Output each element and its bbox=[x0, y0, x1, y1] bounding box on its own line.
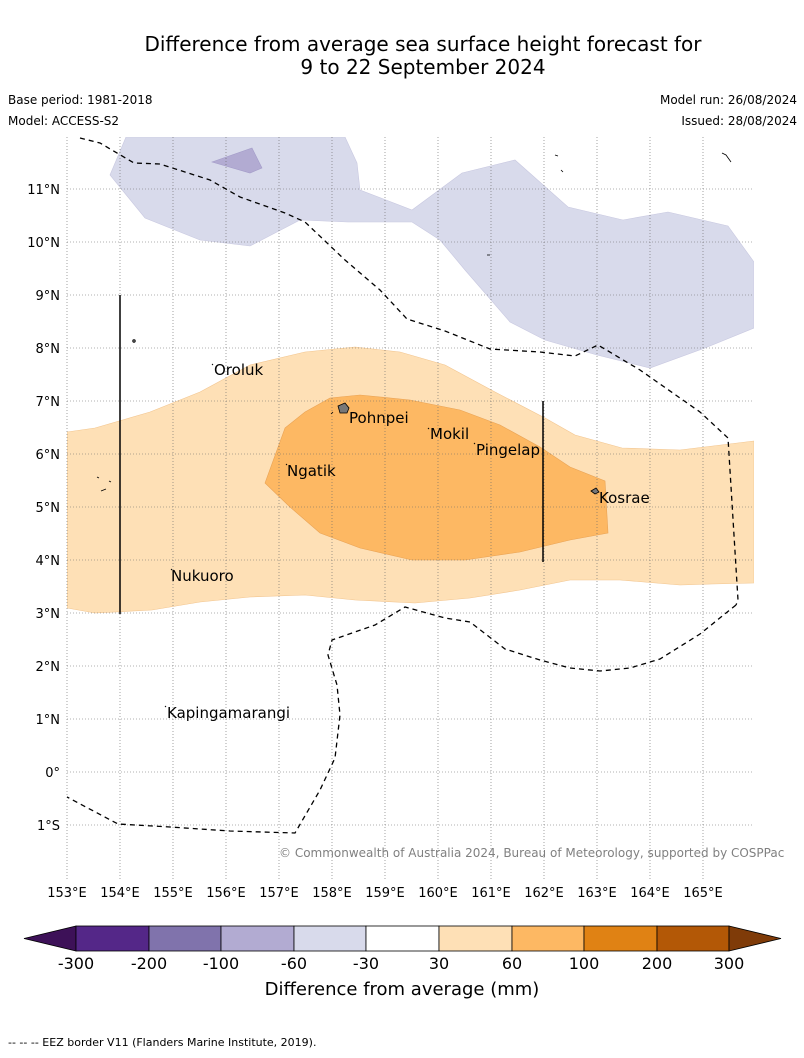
base-period-text: Base period: 1981-2018 bbox=[8, 93, 153, 107]
colorbar-segment bbox=[511, 925, 585, 952]
colorbar-extend-min bbox=[23, 925, 77, 952]
lon-tick-label: 158°E bbox=[312, 886, 352, 901]
model-run-text: Model run: 26/08/2024 bbox=[659, 93, 797, 107]
copyright-credit: © Commonwealth of Australia 2024, Bureau… bbox=[279, 846, 785, 860]
marker-pingelap bbox=[473, 442, 476, 445]
islet-ne-1 bbox=[554, 154, 564, 173]
colorbar-segment bbox=[438, 925, 513, 952]
label-ngatik: Ngatik bbox=[287, 462, 336, 480]
colorbar-segment bbox=[365, 925, 440, 952]
lat-tick-label: 3°N bbox=[36, 607, 61, 622]
colorbar-tick-labels: -300 -200 -100 -60 -30 30 60 100 200 300 bbox=[58, 954, 744, 973]
colorbar-tick-label: 200 bbox=[642, 954, 673, 973]
islet-ne-2 bbox=[721, 152, 732, 163]
place-labels: Oroluk Pohnpei Mokil Pingelap Ngatik Kos… bbox=[167, 361, 650, 722]
lat-tick-label: 9°N bbox=[36, 289, 61, 304]
latitude-labels: 11°N 10°N 9°N 8°N 7°N 6°N 5°N 4°N 3°N 2°N 1°N 0° 1°S bbox=[27, 183, 60, 834]
colorbar-tick-label: 300 bbox=[714, 954, 745, 973]
label-nukuoro: Nukuoro bbox=[171, 567, 234, 585]
colorbar-segment bbox=[583, 925, 658, 952]
lon-tick-label: 160°E bbox=[418, 886, 458, 901]
eez-border-south bbox=[67, 604, 737, 834]
lon-tick-label: 156°E bbox=[206, 886, 246, 901]
issued-text: Issued: 28/08/2024 bbox=[681, 114, 797, 128]
colorbar-segment bbox=[148, 925, 222, 952]
colorbar-tick-label: -30 bbox=[353, 954, 379, 973]
marker-oroluk bbox=[211, 363, 214, 366]
colorbar-segment bbox=[293, 925, 367, 952]
lon-tick-label: 155°E bbox=[153, 886, 193, 901]
islet-5n-west bbox=[96, 476, 112, 492]
lat-tick-label: 11°N bbox=[27, 183, 60, 198]
place-markers bbox=[164, 363, 476, 708]
lon-tick-label: 164°E bbox=[630, 886, 670, 901]
lat-tick-label: 8°N bbox=[36, 342, 61, 357]
colorbar-extend-max bbox=[728, 925, 782, 952]
model-text: Model: ACCESS-S2 bbox=[8, 114, 120, 128]
colorbar-label: Difference from average (mm) bbox=[264, 979, 540, 1000]
lon-tick-label: 159°E bbox=[365, 886, 405, 901]
colorbar bbox=[23, 925, 782, 952]
islands bbox=[96, 152, 732, 495]
eez-legend-footer: -- -- -- EEZ border V11 (Flanders Marine… bbox=[8, 1036, 317, 1049]
eez-borders bbox=[67, 137, 739, 834]
lat-tick-label: 7°N bbox=[36, 395, 61, 410]
gridlines bbox=[66, 137, 754, 879]
colorbar-tick-label: 60 bbox=[502, 954, 522, 973]
lat-tick-label: 6°N bbox=[36, 448, 61, 463]
pohnpei-island bbox=[337, 402, 350, 414]
label-oroluk: Oroluk bbox=[214, 361, 263, 379]
label-kosrae: Kosrae bbox=[599, 489, 650, 507]
lon-tick-label: 165°E bbox=[683, 886, 723, 901]
label-mokil: Mokil bbox=[430, 425, 469, 443]
colorbar-tick-label: -200 bbox=[131, 954, 167, 973]
longitude-labels: 153°E 154°E 155°E 156°E 157°E 158°E 159°E 160°E… bbox=[47, 886, 723, 901]
lon-tick-label: 161°E bbox=[471, 886, 511, 901]
colorbar-tick-label: -300 bbox=[58, 954, 94, 973]
islet-8n bbox=[132, 339, 136, 343]
label-pingelap: Pingelap bbox=[476, 441, 540, 459]
eez-border-north bbox=[79, 137, 739, 606]
colorbar-tick-label: -100 bbox=[203, 954, 239, 973]
label-pohnpei: Pohnpei bbox=[349, 409, 409, 427]
marker-ngatik bbox=[285, 463, 288, 466]
colorbar-tick-label: 30 bbox=[429, 954, 449, 973]
islet-ngatik bbox=[330, 411, 334, 415]
marker-kapingamarangi bbox=[164, 705, 167, 708]
strong-positive-anomaly-region bbox=[264, 394, 609, 561]
lon-tick-label: 157°E bbox=[259, 886, 299, 901]
lat-tick-label: 0° bbox=[45, 766, 60, 781]
marker-mokil bbox=[427, 427, 430, 430]
colorbar-segment bbox=[656, 925, 730, 952]
lon-tick-label: 162°E bbox=[524, 886, 564, 901]
kosrae-island bbox=[590, 487, 600, 495]
lon-tick-label: 154°E bbox=[100, 886, 140, 901]
colorbar-segment bbox=[75, 925, 150, 952]
colorbar-segment bbox=[220, 925, 295, 952]
lat-tick-label: 5°N bbox=[36, 501, 61, 516]
lat-tick-label: 10°N bbox=[27, 236, 60, 251]
colorbar-tick-label: -60 bbox=[281, 954, 307, 973]
marker-nukuoro bbox=[170, 568, 173, 571]
label-kapingamarangi: Kapingamarangi bbox=[167, 704, 290, 722]
lat-tick-label: 2°N bbox=[36, 660, 61, 675]
lat-tick-label: 1°S bbox=[37, 819, 60, 834]
negative-anomaly-patch bbox=[211, 147, 263, 174]
map-title: Difference from average sea surface heig… bbox=[0, 33, 804, 79]
map-title-line1: Difference from average sea surface heig… bbox=[144, 32, 702, 56]
lat-tick-label: 4°N bbox=[36, 554, 61, 569]
colorbar-tick-label: 100 bbox=[569, 954, 600, 973]
map-title-line2: 9 to 22 September 2024 bbox=[300, 55, 546, 79]
anomaly-field bbox=[67, 137, 754, 614]
negative-anomaly-region bbox=[109, 137, 754, 369]
lat-tick-label: 1°N bbox=[36, 713, 61, 728]
lon-tick-label: 153°E bbox=[47, 886, 87, 901]
lon-tick-label: 163°E bbox=[577, 886, 617, 901]
